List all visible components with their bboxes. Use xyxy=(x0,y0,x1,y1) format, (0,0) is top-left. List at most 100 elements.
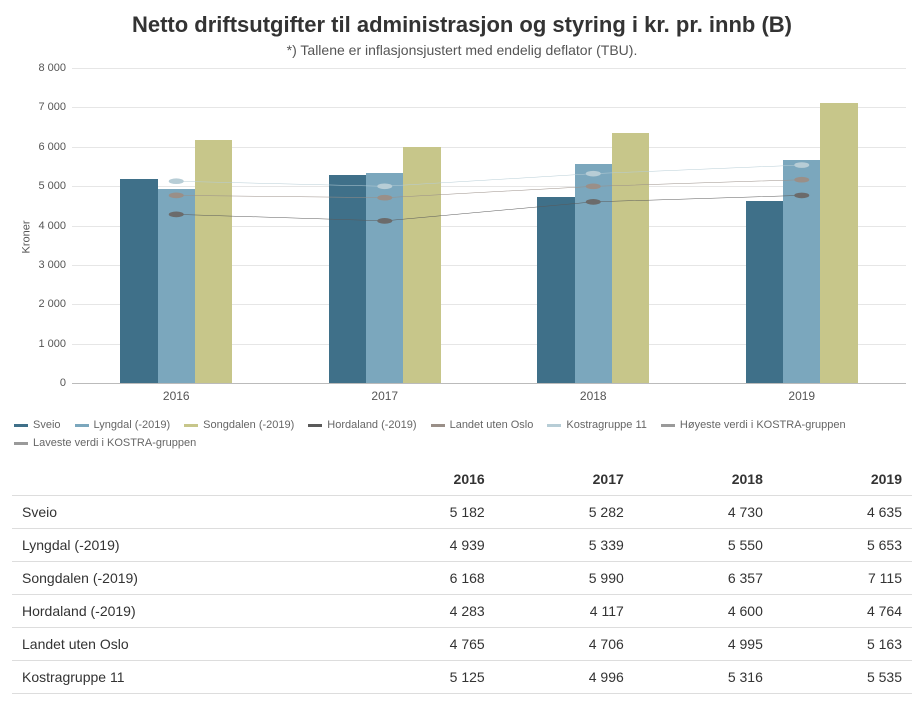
legend-swatch xyxy=(661,424,675,427)
table-cell: 4 995 xyxy=(634,627,773,660)
chart-subtitle: *) Tallene er inflasjonsjustert med ende… xyxy=(12,42,912,58)
table-cell: 5 282 xyxy=(495,495,634,528)
table-row: Hordaland (-2019)4 2834 1174 6004 764 xyxy=(12,594,912,627)
table-cell: 4 117 xyxy=(495,594,634,627)
table-cell: 6 168 xyxy=(356,561,495,594)
bar xyxy=(820,103,857,383)
y-tick: 7 000 xyxy=(38,101,66,113)
table-cell: 4 283 xyxy=(356,594,495,627)
legend-label: Lyngdal (-2019) xyxy=(94,417,171,435)
table-cell: 5 163 xyxy=(773,627,912,660)
table-cell: 4 764 xyxy=(773,594,912,627)
bar xyxy=(195,140,232,383)
line-marker xyxy=(169,178,184,184)
table-cell: 7 115 xyxy=(773,561,912,594)
legend-label: Songdalen (-2019) xyxy=(203,417,294,435)
table-header: 2018 xyxy=(634,463,773,496)
legend-label: Kostragruppe 11 xyxy=(566,417,647,435)
legend-item: Landet uten Oslo xyxy=(431,417,534,435)
legend-item: Songdalen (-2019) xyxy=(184,417,294,435)
bar xyxy=(537,197,574,383)
table-row: Songdalen (-2019)6 1685 9906 3577 115 xyxy=(12,561,912,594)
row-label: Sveio xyxy=(12,495,356,528)
legend-label: Laveste verdi i KOSTRA-gruppen xyxy=(33,435,196,453)
bar xyxy=(575,164,612,383)
bar xyxy=(746,201,783,384)
table-cell: 4 996 xyxy=(495,660,634,693)
table-cell: 5 550 xyxy=(634,528,773,561)
table-cell: 4 635 xyxy=(773,495,912,528)
legend-label: Høyeste verdi i KOSTRA-gruppen xyxy=(680,417,846,435)
y-tick: 6 000 xyxy=(38,141,66,153)
x-tick: 2016 xyxy=(163,389,190,403)
data-table: 2016201720182019 Sveio5 1825 2824 7304 6… xyxy=(12,463,912,694)
legend-item: Lyngdal (-2019) xyxy=(75,417,171,435)
line-series xyxy=(176,165,802,186)
bar xyxy=(120,179,157,383)
table-cell: 4 600 xyxy=(634,594,773,627)
legend-swatch xyxy=(184,424,198,427)
row-label: Kostragruppe 11 xyxy=(12,660,356,693)
x-tick: 2018 xyxy=(580,389,607,403)
table-cell: 5 182 xyxy=(356,495,495,528)
table-cell: 5 339 xyxy=(495,528,634,561)
legend-item: Laveste verdi i KOSTRA-gruppen xyxy=(14,435,196,453)
legend-label: Sveio xyxy=(33,417,61,435)
table-cell: 4 706 xyxy=(495,627,634,660)
row-label: Hordaland (-2019) xyxy=(12,594,356,627)
table-row: Sveio5 1825 2824 7304 635 xyxy=(12,495,912,528)
x-tick: 2017 xyxy=(371,389,398,403)
table-cell: 6 357 xyxy=(634,561,773,594)
table-row: Landet uten Oslo4 7654 7064 9955 163 xyxy=(12,627,912,660)
legend-label: Landet uten Oslo xyxy=(450,417,534,435)
legend-swatch xyxy=(547,424,561,427)
table-row: Kostragruppe 115 1254 9965 3165 535 xyxy=(12,660,912,693)
legend-swatch xyxy=(431,424,445,427)
table-header: 2019 xyxy=(773,463,912,496)
table-cell: 5 535 xyxy=(773,660,912,693)
line-series xyxy=(176,180,802,198)
y-axis-label: Kroner xyxy=(21,220,33,253)
x-tick: 2019 xyxy=(788,389,815,403)
table-header xyxy=(12,463,356,496)
bar xyxy=(366,173,403,383)
legend-swatch xyxy=(75,424,89,427)
legend-swatch xyxy=(14,424,28,427)
bar xyxy=(612,133,649,383)
grid-line xyxy=(72,107,906,108)
legend-item: Kostragruppe 11 xyxy=(547,417,647,435)
table-cell: 4 730 xyxy=(634,495,773,528)
table-header: 2017 xyxy=(495,463,634,496)
y-tick: 3 000 xyxy=(38,259,66,271)
y-tick: 8 000 xyxy=(38,62,66,74)
table-cell: 4 939 xyxy=(356,528,495,561)
bar xyxy=(403,147,440,383)
legend-item: Sveio xyxy=(14,417,61,435)
table-cell: 5 316 xyxy=(634,660,773,693)
legend-item: Hordaland (-2019) xyxy=(308,417,416,435)
row-label: Songdalen (-2019) xyxy=(12,561,356,594)
row-label: Landet uten Oslo xyxy=(12,627,356,660)
y-tick: 5 000 xyxy=(38,180,66,192)
grid-line xyxy=(72,68,906,69)
y-tick: 2 000 xyxy=(38,298,66,310)
table-cell: 4 765 xyxy=(356,627,495,660)
chart-title: Netto driftsutgifter til administrasjon … xyxy=(12,12,912,38)
y-tick: 1 000 xyxy=(38,338,66,350)
legend-item: Høyeste verdi i KOSTRA-gruppen xyxy=(661,417,846,435)
row-label: Lyngdal (-2019) xyxy=(12,528,356,561)
bar xyxy=(158,189,195,383)
table-header: 2016 xyxy=(356,463,495,496)
table-cell: 5 653 xyxy=(773,528,912,561)
legend-swatch xyxy=(308,424,322,427)
table-row: Lyngdal (-2019)4 9395 3395 5505 653 xyxy=(12,528,912,561)
plot-area: 01 0002 0003 0004 0005 0006 0007 0008 00… xyxy=(72,68,906,384)
chart-area: Kroner 01 0002 0003 0004 0005 0006 0007 … xyxy=(12,62,912,412)
table-cell: 5 990 xyxy=(495,561,634,594)
legend: Sveio Lyngdal (-2019) Songdalen (-2019) Hor… xyxy=(12,412,912,463)
legend-swatch xyxy=(14,442,28,445)
bar xyxy=(329,175,366,383)
table-cell: 5 125 xyxy=(356,660,495,693)
legend-label: Hordaland (-2019) xyxy=(327,417,416,435)
y-tick: 4 000 xyxy=(38,220,66,232)
